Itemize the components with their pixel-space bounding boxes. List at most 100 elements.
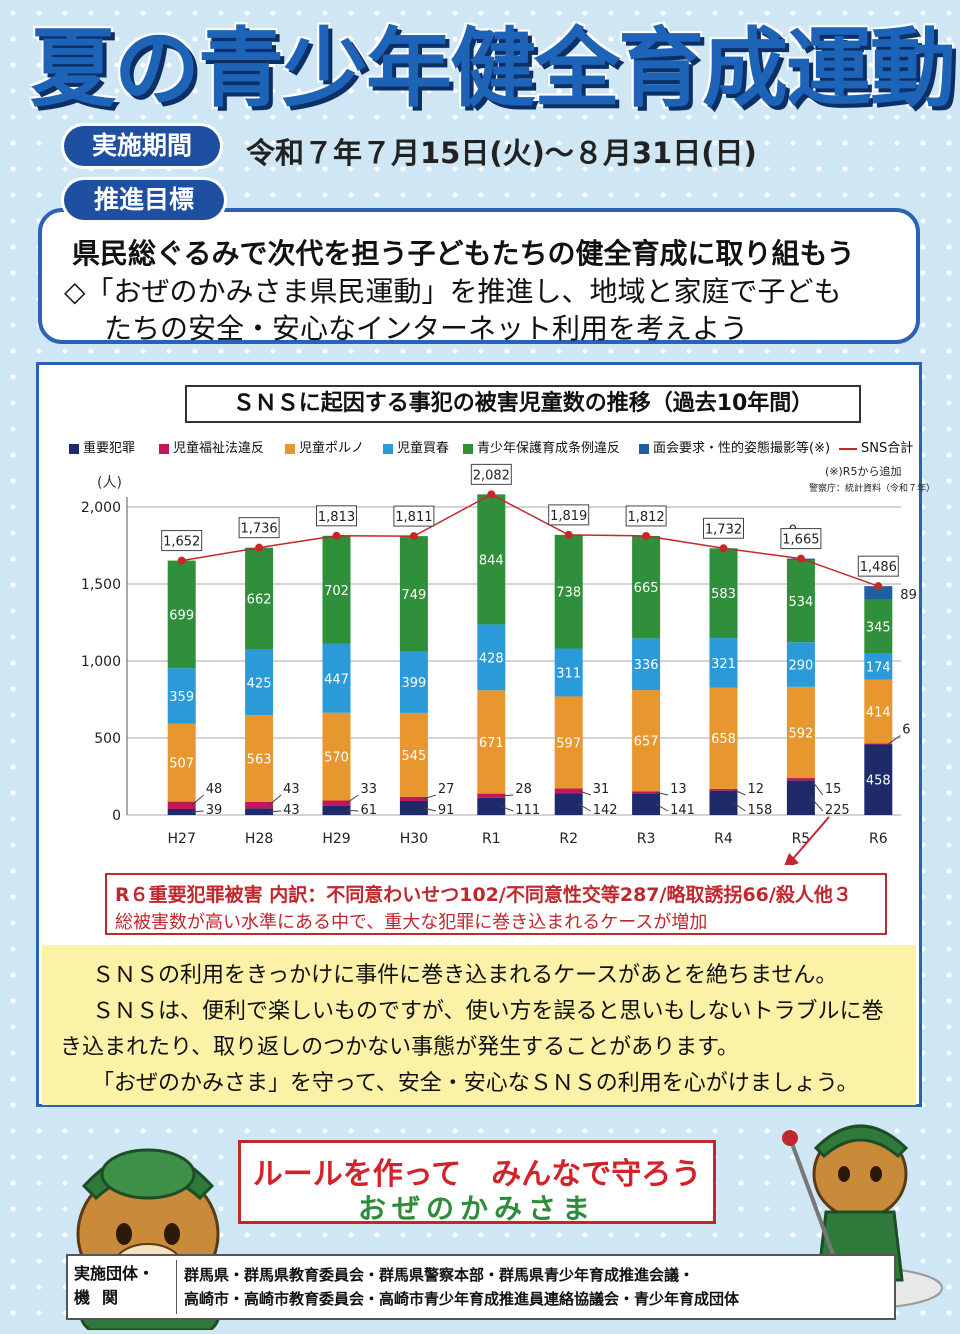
bar-value-label: 33 — [361, 782, 378, 797]
x-tick-label: R1 — [482, 831, 501, 847]
bar-value-label: 89 — [900, 588, 917, 603]
bar-segment — [245, 801, 274, 809]
bar-segment — [786, 778, 815, 781]
bar-value-label: 563 — [247, 752, 272, 767]
bar-segment — [399, 800, 428, 815]
leader-line — [501, 805, 514, 812]
total-label-box — [703, 517, 744, 539]
bar-value-label: 428 — [479, 651, 504, 666]
legend-item: 青少年保護育成条例違反 — [463, 437, 620, 456]
bar-segment — [864, 743, 893, 745]
legend-item: 重要犯罪 — [69, 437, 135, 456]
total-label: 1,652 — [163, 535, 200, 550]
total-point — [796, 554, 805, 563]
bar-value-label: 12 — [748, 782, 765, 797]
bar-segment — [477, 494, 506, 625]
bar-segment — [709, 638, 738, 688]
x-tick-label: R2 — [559, 831, 578, 847]
goal-line-2: ◇「おぜのかみさま県民運動」を推進し、地域と家庭で子ども — [64, 275, 842, 308]
leader-line — [810, 797, 824, 812]
bar-value-label: 158 — [748, 803, 773, 818]
bar-value-label: 507 — [169, 757, 194, 772]
legend-swatch — [159, 443, 169, 454]
legend-line-swatch — [839, 447, 857, 450]
organizers-label: 実施団体・ 機関 — [74, 1262, 174, 1310]
x-tick-label: H30 — [400, 831, 428, 847]
bar-segment — [632, 791, 661, 794]
bar-segment — [632, 535, 661, 639]
bar-segment — [632, 690, 661, 792]
legend-item: 児童ポルノ — [285, 437, 364, 456]
organizers-label-line-2: 機関 — [74, 1288, 131, 1307]
total-label: 1,732 — [705, 522, 742, 537]
organizers-line-1: 群馬県・群馬県教育委員会・群馬県警察本部・群馬県青少年育成推進会議・ — [184, 1266, 695, 1284]
bar-value-label: 111 — [515, 803, 540, 818]
bar-value-label: 311 — [556, 666, 581, 681]
bar-value-label: 27 — [438, 782, 455, 797]
bar-segment — [167, 723, 196, 802]
bar-segment — [322, 800, 351, 806]
leader-line — [655, 803, 669, 812]
leader-line — [578, 803, 591, 812]
period-label: 実施期間 — [64, 126, 220, 166]
bar-value-label: 39 — [206, 803, 223, 818]
leader-line — [423, 807, 437, 812]
bar-value-label: 702 — [324, 584, 349, 599]
total-label: 1,812 — [627, 510, 664, 525]
bar-segment — [322, 712, 351, 801]
legend-label: 児童買春 — [397, 441, 450, 456]
bar-value-label: 570 — [324, 751, 349, 766]
leader-line — [888, 735, 901, 745]
bar-value-label: 359 — [169, 690, 194, 705]
bar-segment — [399, 796, 428, 801]
legend-label: SNS合計 — [861, 441, 914, 456]
legend-swatch — [69, 443, 79, 454]
total-label: 1,486 — [860, 560, 897, 575]
total-point — [642, 531, 651, 540]
message-line-4: 「おぜのかみさま」を守って、安全・安心なＳＮＳの利用を心がけましょう。 — [92, 1071, 859, 1096]
bar-segment — [167, 560, 196, 669]
bar-segment — [864, 652, 893, 680]
r6-breakdown-line-2: 総被害数が高い水準にある中で、重大な犯罪に巻き込まれるケースが増加 — [115, 912, 708, 933]
bar-value-label: 534 — [788, 595, 813, 610]
bar-segment — [864, 599, 893, 653]
bar-value-label: 844 — [479, 553, 504, 568]
chart-source: 警察庁：統計資料（令和７年） — [809, 484, 936, 494]
message-line-2: ＳＮＳは、便利で楽しいものですが、使い方を誤ると思いもしないトラブルに巻 — [92, 999, 884, 1024]
x-tick-label: R3 — [637, 831, 656, 847]
bar-value-label: 447 — [324, 672, 349, 687]
x-tick-label: H29 — [322, 831, 350, 847]
bar-segment — [399, 651, 428, 713]
total-label: 1,819 — [550, 509, 587, 524]
bar-segment — [632, 793, 661, 815]
message-box: ＳＮＳの利用をきっかけに事件に巻き込まれるケースがあとを絶ちません。 ＳＮＳは、… — [42, 945, 916, 1105]
slogan-line-2: おぜのかみさま — [357, 1192, 596, 1225]
r6-arrow — [790, 816, 830, 862]
bar-segment — [554, 534, 583, 649]
bar-value-label: 43 — [283, 782, 300, 797]
bar-value-label: 458 — [866, 774, 891, 789]
bar-segment — [399, 712, 428, 797]
leader-line — [501, 794, 514, 797]
organizers-box: 実施団体・ 機関 群馬県・群馬県教育委員会・群馬県警察本部・群馬県青少年育成推進… — [66, 1254, 896, 1320]
bar-segment — [477, 690, 506, 794]
bar-value-label: 336 — [634, 658, 659, 673]
bar-segment — [786, 686, 815, 779]
divider — [176, 1260, 177, 1314]
bar-value-label: 61 — [361, 803, 378, 818]
total-point — [487, 490, 496, 499]
r6-arrow-head — [784, 853, 799, 865]
legend-item: 児童買春 — [383, 437, 449, 456]
leader-line — [733, 789, 746, 796]
goal-line-1: 県民総ぐるみで次代を担う子どもたちの健全育成に取り組もう — [72, 237, 855, 270]
bar-value-label: 28 — [515, 782, 532, 797]
bar-segment — [786, 559, 815, 643]
bar-segment — [632, 638, 661, 691]
x-tick-label: H27 — [168, 831, 196, 847]
goal-box: 県民総ぐるみで次代を担う子どもたちの健全育成に取り組もう ◇「おぜのかみさま県民… — [38, 208, 920, 345]
total-label-box — [161, 530, 203, 552]
bar-segment — [322, 643, 351, 713]
x-tick-label: H28 — [245, 831, 273, 847]
legend-label: 児童ポルノ — [299, 441, 365, 456]
bar-segment — [554, 648, 583, 697]
